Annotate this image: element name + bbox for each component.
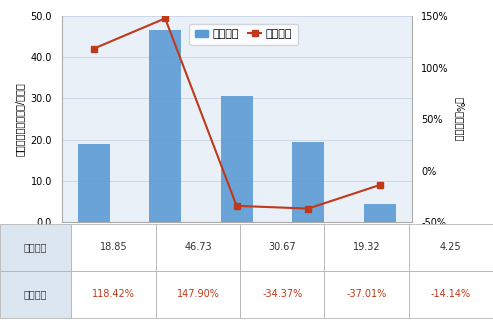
Bar [363,204,396,222]
Text: -14.14%: -14.14% [431,289,471,299]
Bar [292,143,324,222]
FancyBboxPatch shape [409,271,493,318]
FancyBboxPatch shape [324,271,409,318]
Bar [220,96,253,222]
Legend: 出口数量, 同比增长: 出口数量, 同比增长 [189,24,298,45]
FancyBboxPatch shape [324,224,409,271]
Text: 4.25: 4.25 [440,242,461,252]
FancyBboxPatch shape [240,271,324,318]
Bar [149,30,181,222]
FancyBboxPatch shape [71,224,156,271]
Text: -34.37%: -34.37% [262,289,302,299]
Text: 出口数量: 出口数量 [24,242,47,252]
Text: 118.42%: 118.42% [92,289,135,299]
Text: 19.32: 19.32 [352,242,381,252]
Text: -37.01%: -37.01% [347,289,387,299]
FancyBboxPatch shape [240,224,324,271]
Text: 18.85: 18.85 [100,242,128,252]
Y-axis label: （%）同比增长: （%）同比增长 [455,97,464,141]
Text: 147.90%: 147.90% [176,289,219,299]
Bar [77,145,110,222]
Text: 46.73: 46.73 [184,242,212,252]
FancyBboxPatch shape [156,224,240,271]
FancyBboxPatch shape [409,224,493,271]
Y-axis label: 出口数量（百万（套/千克）: 出口数量（百万（套/千克） [15,82,25,156]
FancyBboxPatch shape [156,271,240,318]
FancyBboxPatch shape [71,271,156,318]
FancyBboxPatch shape [0,271,71,318]
Text: 同比增长: 同比增长 [24,289,47,299]
FancyBboxPatch shape [0,224,71,271]
Text: 30.67: 30.67 [268,242,296,252]
